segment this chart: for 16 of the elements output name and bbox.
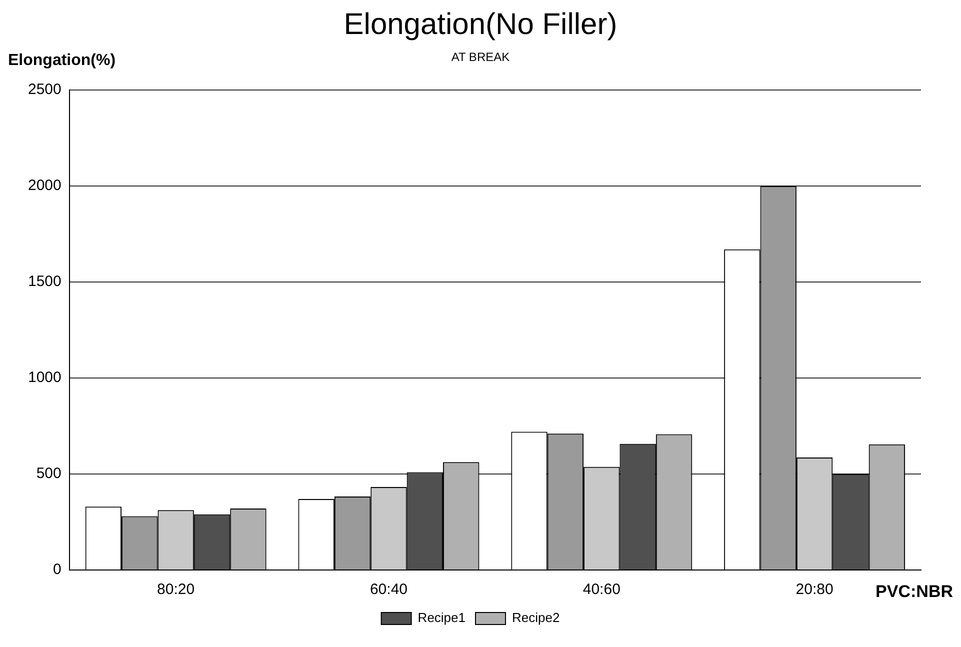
y-tick-label: 500 bbox=[36, 465, 62, 482]
legend-label: Recipe1 bbox=[418, 610, 466, 626]
y-tick-label: 2000 bbox=[28, 177, 62, 194]
y-tick-label: 1500 bbox=[28, 273, 62, 290]
x-tick-label: 60:40 bbox=[370, 581, 408, 598]
x-tick-label: 20:80 bbox=[796, 581, 834, 598]
y-axis-title: Elongation(%) bbox=[8, 52, 116, 70]
x-tick-label: 80:20 bbox=[157, 581, 195, 598]
x-tick-label: 40:60 bbox=[582, 581, 620, 598]
y-tick-label: 2500 bbox=[28, 81, 62, 98]
legend-label: Recipe2 bbox=[512, 610, 560, 626]
chart-title: Elongation(No Filler) bbox=[342, 8, 618, 42]
chart-subtitle: AT BREAK bbox=[451, 50, 510, 64]
y-tick-label: 1000 bbox=[28, 369, 62, 386]
y-tick-label: 0 bbox=[53, 561, 62, 578]
x-axis-title: PVC:NBR bbox=[876, 582, 953, 602]
